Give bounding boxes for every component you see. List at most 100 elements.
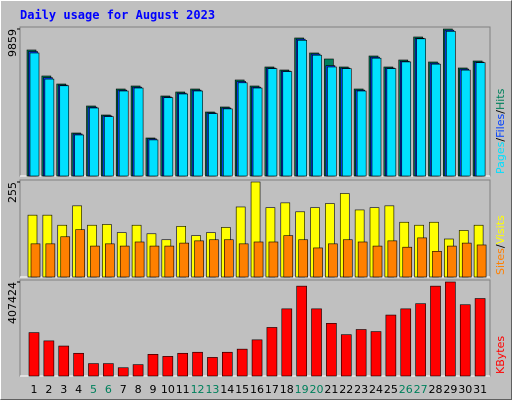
x-tick-label: 27 [414, 383, 428, 396]
x-tick-label: 12 [191, 383, 205, 396]
bar [355, 329, 367, 377]
bar [432, 250, 442, 278]
x-tick-label: 31 [473, 383, 487, 396]
x-tick-label: 6 [105, 383, 112, 396]
bar [43, 340, 55, 377]
legend-entry: KBytes [494, 336, 507, 374]
legend: KBytes [494, 336, 507, 374]
bar [297, 40, 307, 177]
legend: Pages/Files/Hits [494, 88, 507, 174]
bar [75, 229, 85, 278]
bar [134, 241, 145, 278]
bar [28, 332, 40, 377]
bar [341, 68, 352, 177]
bar [58, 345, 70, 377]
bar [268, 241, 279, 278]
x-tick-label: 25 [384, 383, 398, 396]
bar [148, 139, 159, 177]
bar [224, 239, 234, 278]
x-tick-label: 5 [90, 383, 97, 396]
bar [402, 246, 413, 278]
x-tick-label: 10 [161, 383, 175, 396]
bar [417, 237, 427, 278]
bar [179, 242, 189, 278]
bar [207, 357, 218, 377]
bar [132, 364, 144, 377]
x-tick-label: 23 [354, 383, 368, 396]
bar [311, 308, 322, 377]
legend-separator: / [494, 244, 507, 248]
bar [447, 245, 457, 278]
bar [340, 334, 352, 377]
bar [193, 90, 203, 177]
bar [104, 116, 114, 177]
bar [431, 63, 441, 177]
bar [117, 367, 129, 377]
bar [461, 242, 472, 278]
bar [357, 241, 368, 278]
bar [237, 82, 248, 177]
bar [327, 66, 337, 177]
x-tick-label: 15 [235, 383, 249, 396]
bar [385, 314, 397, 377]
bar [162, 356, 174, 377]
bar [177, 352, 188, 377]
bar [475, 62, 486, 177]
legend-entry: Visits [494, 215, 507, 244]
bar [474, 298, 486, 377]
bar [386, 68, 397, 177]
x-tick-label: 16 [250, 383, 264, 396]
y-tick-label: 407424 [6, 282, 19, 324]
bar [105, 243, 115, 278]
bar [356, 90, 367, 177]
y-tick-label: 9859 [6, 29, 19, 57]
bar [267, 68, 278, 177]
x-tick-label: 3 [60, 383, 67, 396]
bar [266, 327, 278, 377]
bar [313, 247, 323, 278]
legend-separator: / [494, 110, 507, 114]
chart-title: Daily usage for August 2023 [20, 8, 215, 22]
bar [45, 243, 56, 278]
bar [459, 304, 471, 377]
legend-separator: / [494, 138, 507, 142]
bar [281, 308, 293, 377]
x-tick-label: 1 [31, 383, 38, 396]
bar [194, 240, 204, 278]
x-tick-label: 14 [220, 383, 234, 396]
bar [30, 243, 41, 278]
bar [400, 308, 412, 377]
bar [312, 54, 322, 177]
x-tick-label: 17 [265, 383, 279, 396]
bar [222, 351, 233, 377]
legend: Sites/Visits [494, 215, 507, 275]
bar [133, 87, 144, 177]
bar [147, 354, 159, 377]
bar [387, 240, 398, 278]
x-tick-label: 20 [310, 383, 324, 396]
bar [416, 38, 426, 177]
bar [88, 363, 99, 377]
x-tick-label: 28 [428, 383, 442, 396]
bar [372, 245, 383, 278]
bar [326, 323, 337, 377]
bar [164, 245, 175, 278]
bar [342, 239, 353, 278]
bar [236, 348, 248, 377]
bar [460, 69, 471, 177]
bar [282, 71, 293, 177]
bar [238, 243, 249, 278]
bar [192, 351, 203, 377]
bar [74, 134, 84, 177]
bar [73, 352, 84, 377]
bar [119, 245, 130, 278]
x-tick-label: 7 [120, 383, 127, 396]
x-tick-label: 8 [135, 383, 142, 396]
bar [44, 78, 55, 177]
bar [89, 107, 99, 177]
bar [446, 31, 456, 177]
legend-entry: Sites [494, 248, 507, 275]
